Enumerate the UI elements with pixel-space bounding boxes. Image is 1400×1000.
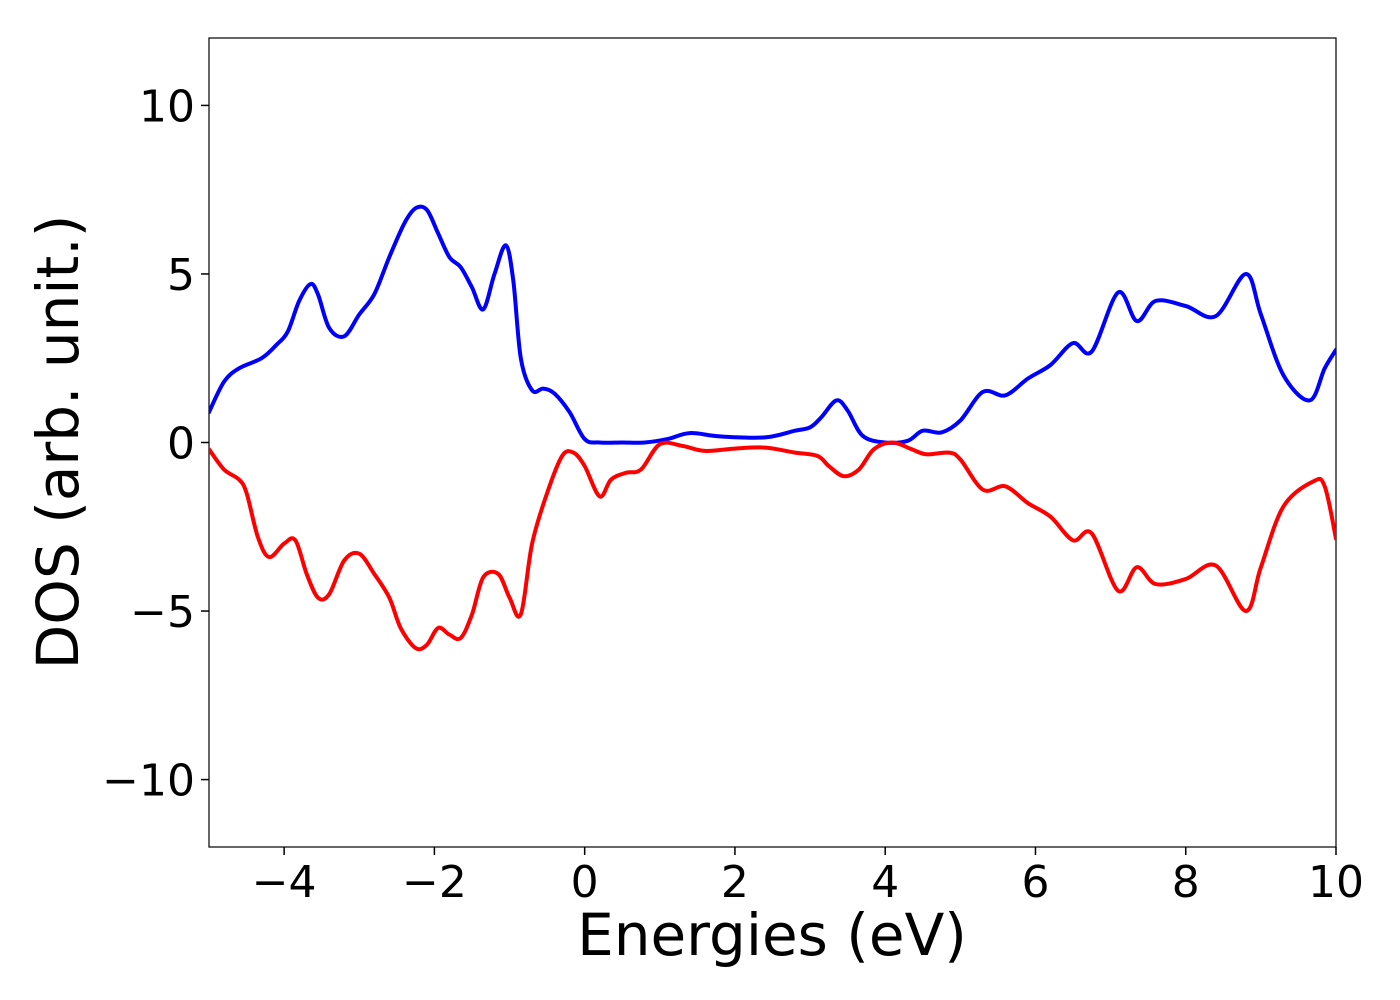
- series-line-blue: [209, 204, 1336, 445]
- y-axis-title: DOS (arb. unit.): [24, 215, 92, 670]
- y-tick-label: 10: [139, 81, 195, 132]
- x-tick-label: 0: [571, 857, 599, 908]
- x-tick-label: −2: [402, 857, 467, 908]
- series-line-red: [209, 440, 1336, 652]
- y-tick-label: 5: [167, 250, 195, 301]
- x-axis-title: Energies (eV): [577, 901, 967, 969]
- series-lines: [209, 204, 1336, 652]
- x-tick-label: 6: [1021, 857, 1049, 908]
- x-tick-label: 10: [1308, 857, 1364, 908]
- plot-frame: [208, 37, 1337, 848]
- x-tick-label: 8: [1172, 857, 1200, 908]
- axis-ticks: −4 −2 0 2 4 6 8 10 −10 −5 0 5 10: [102, 81, 1364, 908]
- y-tick-label: −10: [102, 756, 195, 807]
- x-tick-label: −4: [252, 857, 317, 908]
- plot-area: [208, 37, 1337, 848]
- y-tick-label: 0: [167, 419, 195, 470]
- x-tick-label: 4: [871, 857, 899, 908]
- y-tick-label: −5: [130, 587, 195, 638]
- x-tick-label: 2: [721, 857, 749, 908]
